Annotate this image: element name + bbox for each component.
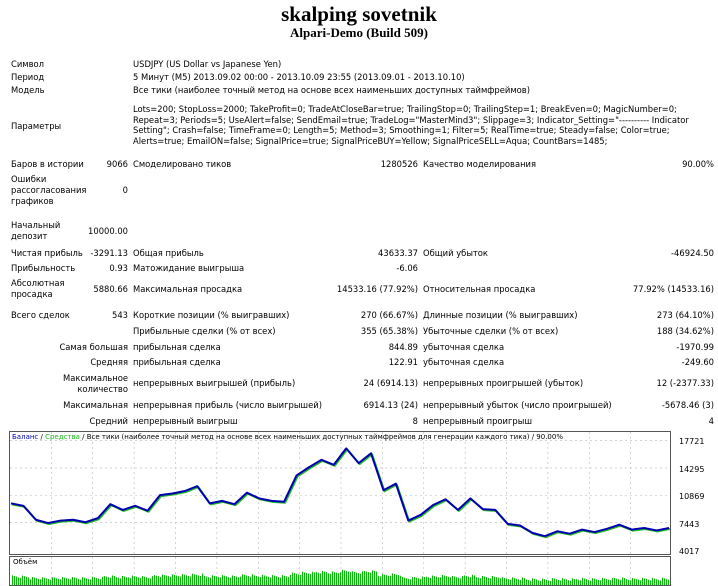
loss-trades-value: 188 (34.62%) bbox=[600, 326, 714, 337]
errors-label: Ошибки bbox=[11, 174, 46, 185]
loss-trades-label: Убыточные сделки (% от всех) bbox=[423, 326, 558, 337]
cons-wins-value: 24 (6914.13) bbox=[320, 378, 418, 389]
largest-loss-value: -1970.99 bbox=[600, 342, 714, 353]
short-label: Короткие позиции (% выигравших) bbox=[133, 310, 289, 321]
model-value: Все тики (наиболее точный метод на основ… bbox=[133, 85, 530, 96]
long-value: 273 (64.10%) bbox=[600, 310, 714, 321]
net-profit-value: -3291.13 bbox=[80, 248, 128, 259]
errors-label: графиков bbox=[11, 196, 54, 207]
report-subtitle: Alpari-Demo (Build 509) bbox=[0, 25, 718, 41]
largest-label: Самая большая bbox=[10, 342, 128, 353]
period-value: 5 Минут (M5) 2013.09.02 00:00 - 2013.10.… bbox=[133, 72, 465, 83]
deposit-label: Начальный bbox=[11, 220, 60, 231]
gross-profit-label: Общая прибыль bbox=[133, 248, 204, 259]
quality-value: 90.00% bbox=[640, 159, 714, 170]
chart-legend: Баланс / Средства / Все тики (наиболее т… bbox=[12, 433, 563, 442]
average-profit-label: прибыльная сделка bbox=[133, 357, 221, 368]
avg-cons-wins-label: непрерывный выигрыш bbox=[133, 416, 238, 427]
params-line: Repeat=3; Periods=5; UseAlert=false; Sen… bbox=[133, 115, 713, 126]
bars-value: 9066 bbox=[90, 159, 128, 170]
net-profit-label: Чистая прибыль bbox=[11, 248, 83, 259]
legend-equity: Средства bbox=[45, 433, 80, 441]
cons-profit-label: непрерывная прибыль (число выигрышей) bbox=[133, 400, 322, 411]
rel-dd-value: 77.92% (14533.16) bbox=[600, 284, 714, 295]
avg-cons-losses-label: непрерывный проигрыш bbox=[423, 416, 532, 427]
period-label: Период bbox=[11, 72, 44, 83]
profit-factor-label: Прибыльность bbox=[11, 263, 75, 274]
cons-losses-label: непрерывных проигрышей (убыток) bbox=[423, 378, 583, 389]
gross-loss-value: -46924.50 bbox=[640, 248, 714, 259]
bars-label: Баров в истории bbox=[11, 159, 84, 170]
balance-line-plot bbox=[10, 432, 671, 555]
legend-balance: Баланс bbox=[12, 433, 38, 441]
y-tick: 10869 bbox=[679, 492, 704, 501]
y-tick: 4017 bbox=[679, 547, 699, 556]
gross-loss-label: Общий убыток bbox=[423, 248, 488, 259]
max-dd-value: 14533.16 (77.92%) bbox=[320, 284, 418, 295]
rel-dd-label: Относительная просадка bbox=[423, 284, 535, 295]
abs-dd-label: Абсолютная bbox=[11, 278, 65, 289]
quality-label: Качество моделирования bbox=[423, 159, 536, 170]
deposit-value: 10000.00 bbox=[80, 226, 128, 237]
y-tick: 7443 bbox=[679, 520, 699, 529]
average-loss-label: убыточная сделка bbox=[423, 357, 504, 368]
expected-payoff-label: Матожидание выигрыша bbox=[133, 263, 244, 274]
y-tick: 17721 bbox=[679, 437, 704, 446]
average-label: Средняя bbox=[10, 357, 128, 368]
legend-description: / Все тики (наиболее точный метод на осн… bbox=[80, 433, 563, 441]
report-title: skalping sovetnik bbox=[0, 2, 718, 27]
long-label: Длинные позиции (% выигравших) bbox=[423, 310, 577, 321]
params-line: Lots=200; StopLoss=2000; TakeProfit=0; T… bbox=[133, 104, 713, 115]
params-label: Параметры bbox=[11, 121, 61, 132]
abs-dd-value: 5880.66 bbox=[80, 284, 128, 295]
largest-loss-label: убыточная сделка bbox=[423, 342, 504, 353]
expected-payoff-value: -6.06 bbox=[360, 263, 418, 274]
errors-label: рассогласования bbox=[11, 185, 86, 196]
total-trades-label: Всего сделок bbox=[11, 310, 70, 321]
avg-cons-wins-value: 8 bbox=[320, 416, 418, 427]
profit-factor-value: 0.93 bbox=[80, 263, 128, 274]
volume-label: Объём bbox=[13, 558, 37, 566]
average-loss-value: -249.60 bbox=[600, 357, 714, 368]
total-trades-value: 543 bbox=[80, 310, 128, 321]
avg-cons-losses-value: 4 bbox=[600, 416, 714, 427]
max-count-label: Максимальное bbox=[10, 373, 128, 384]
volume-bars bbox=[10, 557, 671, 586]
cons-profit-value: 6914.13 (24) bbox=[320, 400, 418, 411]
cons-loss-value: -5678.46 (3) bbox=[600, 400, 714, 411]
profit-trades-value: 355 (65.38%) bbox=[320, 326, 418, 337]
errors-value: 0 bbox=[100, 185, 128, 196]
symbol-value: USDJPY (US Dollar vs Japanese Yen) bbox=[133, 59, 281, 70]
abs-dd-label: просадка bbox=[11, 289, 53, 300]
params-line: Alerts=true; EmailON=false; SignalPrice=… bbox=[133, 136, 713, 147]
largest-profit-value: 844.89 bbox=[320, 342, 418, 353]
model-label: Модель bbox=[11, 85, 45, 96]
y-tick: 14295 bbox=[679, 465, 704, 474]
params-line: Setting"; Crash=false; TimeFrame=0; Leng… bbox=[133, 125, 713, 136]
cons-loss-label: непрерывный убыток (число проигрышей) bbox=[423, 400, 612, 411]
average-profit-value: 122.91 bbox=[320, 357, 418, 368]
largest-profit-label: прибыльная сделка bbox=[133, 342, 221, 353]
cons-wins-label: непрерывных выигрышей (прибыль) bbox=[133, 378, 295, 389]
cons-losses-value: 12 (-2377.33) bbox=[600, 378, 714, 389]
max-count-label: количество bbox=[10, 384, 128, 395]
volume-chart: Объём bbox=[9, 556, 671, 586]
deposit-label: депозит bbox=[11, 231, 47, 242]
profit-trades-label: Прибыльные сделки (% от всех) bbox=[133, 326, 276, 337]
max-dd-label: Максимальная просадка bbox=[133, 284, 242, 295]
gross-profit-value: 43633.37 bbox=[360, 248, 418, 259]
symbol-label: Символ bbox=[11, 59, 44, 70]
maximal-label: Максимальная bbox=[10, 400, 128, 411]
ticks-label: Смоделировано тиков bbox=[133, 159, 231, 170]
short-value: 270 (66.67%) bbox=[320, 310, 418, 321]
ticks-value: 1280526 bbox=[360, 159, 418, 170]
params-value: Lots=200; StopLoss=2000; TakeProfit=0; T… bbox=[133, 104, 713, 146]
balance-chart: Баланс / Средства / Все тики (наиболее т… bbox=[9, 431, 671, 555]
avg-label: Средний bbox=[10, 416, 128, 427]
